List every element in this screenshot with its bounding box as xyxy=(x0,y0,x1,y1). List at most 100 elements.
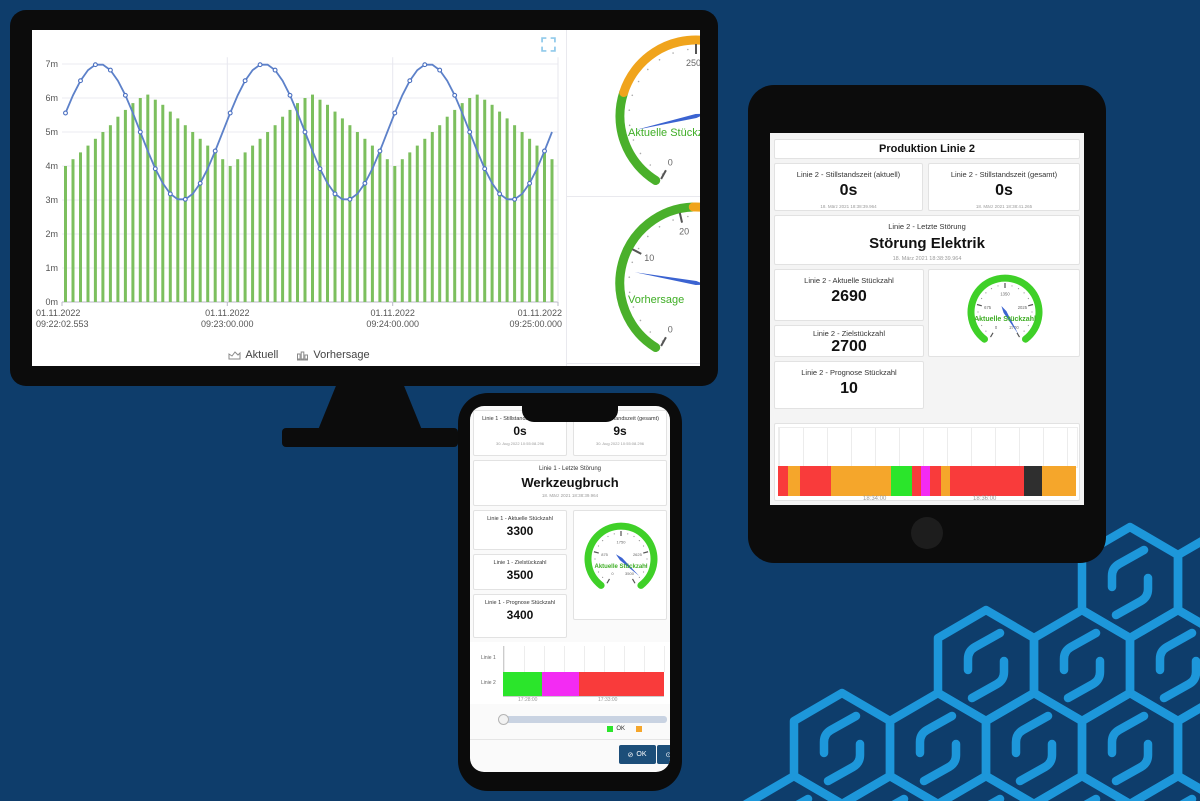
bar xyxy=(528,138,532,302)
legend-label: Aktuell xyxy=(245,349,279,361)
bar xyxy=(550,159,554,302)
gauge-tick-label: 3500 xyxy=(625,571,635,576)
timeline-segment-orange xyxy=(1041,466,1076,496)
bar xyxy=(453,109,457,303)
status-timeline xyxy=(503,672,664,696)
stoerung-card: Linie 1 - Letzte Störung Werkzeugbruch 1… xyxy=(473,460,667,506)
y-tick-label: 1m xyxy=(45,263,58,273)
card-value: 3300 xyxy=(506,524,534,538)
toolbar: ⊘ OK ⊙ W xyxy=(618,745,670,764)
bar xyxy=(161,104,165,302)
page-title: Produktion Linie 2 xyxy=(879,143,975,155)
card-timestamp: 30. Aug 2022 10:55:08.296 xyxy=(595,441,645,446)
card-value: 0s xyxy=(513,424,527,438)
timeline-x-label: 17:33:00 xyxy=(598,697,618,703)
bar xyxy=(490,104,494,302)
bar xyxy=(468,98,472,302)
home-button[interactable] xyxy=(911,517,943,549)
gauge-tick-label: 0 xyxy=(995,325,998,330)
notch xyxy=(522,404,618,422)
lane-label: Linie 2 xyxy=(481,680,496,686)
bar xyxy=(438,125,442,302)
y-tick-label: 6m xyxy=(45,93,58,103)
timeline-segment-red xyxy=(778,466,789,496)
y-tick-label: 5m xyxy=(45,127,58,137)
gauge-tick-label: 0 xyxy=(611,571,614,576)
timeline-segment-magenta xyxy=(920,466,930,496)
bar xyxy=(123,109,127,303)
ok-button[interactable]: ⊘ OK xyxy=(618,745,656,764)
legend-item-vorhersage[interactable]: Vorhersage xyxy=(296,349,370,361)
bar xyxy=(430,132,434,302)
card-value: 10 xyxy=(840,380,858,397)
card-timestamp: 18. März 2021 18:38:41.265 xyxy=(975,204,1033,209)
bar xyxy=(363,138,367,302)
bar xyxy=(445,116,449,302)
timeline-segment-orange xyxy=(941,466,951,496)
bar xyxy=(460,103,464,302)
bar xyxy=(153,99,157,302)
card-timestamp: 18. März 2021 18:38:39.964 xyxy=(820,204,877,209)
hexagon-pattern xyxy=(742,522,1200,801)
secondary-button[interactable]: ⊙ W xyxy=(656,745,670,764)
card-title: Linie 1 - Stillstandszeit (aktuell) xyxy=(482,416,558,422)
bar xyxy=(535,145,539,302)
divider xyxy=(470,739,670,740)
timeline-segment-green xyxy=(891,466,912,496)
bar xyxy=(505,118,509,303)
bar xyxy=(64,166,67,302)
bar xyxy=(296,103,299,302)
bar xyxy=(236,159,240,302)
card-title: Linie 1 - Stillstandszeit (gesamt) xyxy=(581,416,659,422)
hexagon-motif xyxy=(1126,771,1200,801)
gauge-card: 0675135020252700Aktuelle Stückzahl xyxy=(928,269,1080,357)
forecast-line xyxy=(64,63,553,201)
timeline-segment-red xyxy=(799,466,832,496)
card-value: 2690 xyxy=(831,288,867,305)
timeline-segment-dark xyxy=(1023,466,1042,496)
timeline-panel: Linie 1 Linie 2 17:28:00 17:33:00 xyxy=(470,642,670,704)
timeline-scrollbar[interactable] xyxy=(503,716,667,723)
card-value: 9s xyxy=(613,424,627,438)
bar xyxy=(206,145,210,302)
stueckzahl-gauge: 0675135020252700Aktuelle Stückzahl xyxy=(967,274,1043,343)
bar xyxy=(108,125,112,302)
production-chart: 7m6m5m4m3m2m1m0m01.11.202209:22:02.55301… xyxy=(36,57,562,329)
y-tick-label: 4m xyxy=(45,161,58,171)
bar xyxy=(333,111,337,302)
legend-item-aktuell[interactable]: Aktuell xyxy=(228,349,278,361)
gauge-tick-label: 1350 xyxy=(1000,292,1010,297)
gauge-needle xyxy=(634,272,700,285)
card-value: 2700 xyxy=(831,338,867,355)
legend-ok-swatch xyxy=(607,726,614,732)
card-title: Linie 1 - Aktuelle Stückzahl xyxy=(487,516,553,522)
card-timestamp: 30. Aug 2022 10:55:08.296 xyxy=(495,441,545,446)
bar xyxy=(138,98,142,302)
stat-card-stillstand-aktuell: Linie 2 - Stillstandszeit (aktuell) 0s 1… xyxy=(774,163,923,211)
timeline-card: 18:34:00 18:36:00 xyxy=(774,423,1080,501)
bar xyxy=(393,166,397,302)
gauge-tick-label: 2025 xyxy=(1018,305,1028,310)
hexagon-motif xyxy=(1125,605,1200,726)
legend-label: OK xyxy=(616,726,625,732)
gauge-label: Aktuelle Stückzahl xyxy=(594,564,647,570)
monitor-screen: 7m 6m 5m 4m 3m 2m 1m 0m 01.11.2022 09:22:02.553 01… xyxy=(32,30,700,366)
bar xyxy=(385,159,389,302)
area-chart-icon xyxy=(228,350,241,359)
timeline-x-label: 18:34:00 xyxy=(863,496,887,501)
tablet-screen: Produktion Linie 2 Linie 2 - Stillstands… xyxy=(770,133,1084,505)
bar xyxy=(228,166,232,302)
stoerung-card: Linie 2 - Letzte Störung Störung Elektri… xyxy=(774,215,1080,265)
expand-icon[interactable] xyxy=(541,37,556,52)
bar xyxy=(71,159,75,302)
bar xyxy=(370,145,374,302)
card-title: Linie 1 - Zielstückzahl xyxy=(493,560,547,566)
bar xyxy=(520,132,524,302)
scrollbar-handle[interactable] xyxy=(498,714,509,725)
bar xyxy=(183,125,187,302)
timeline-segment-magenta xyxy=(541,672,579,696)
gauge-tick-label: 2500 xyxy=(686,58,700,68)
bar xyxy=(340,118,344,303)
